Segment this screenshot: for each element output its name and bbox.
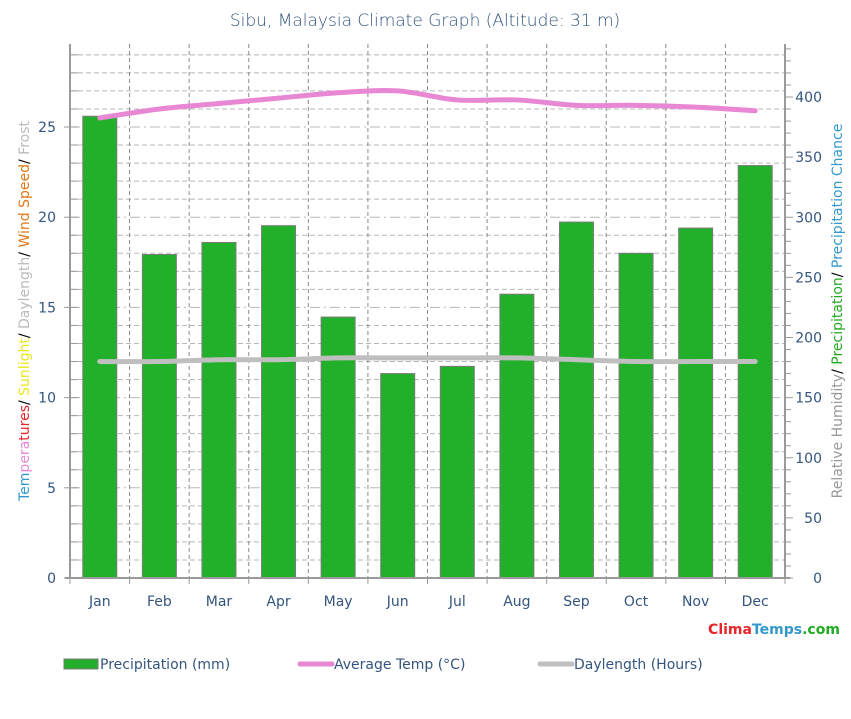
axes	[64, 44, 793, 584]
left-tick-label: 5	[47, 481, 56, 497]
precipitation-bar	[499, 293, 535, 579]
series-lines	[97, 88, 758, 365]
precipitation-bars	[82, 115, 773, 579]
left-tick-label: 25	[38, 120, 56, 136]
left-tick-label: 10	[38, 391, 56, 407]
legend-label: Daylength (Hours)	[574, 657, 703, 673]
left-tick-label: 20	[38, 210, 56, 226]
right-axis-title: Relative Humidity/ Precipitation/ Precip…	[830, 124, 846, 499]
daylength-line	[97, 355, 758, 365]
right-tick-label: 350	[795, 150, 822, 166]
right-tick-label: 300	[795, 210, 822, 226]
right-tick-label: 150	[795, 391, 822, 407]
x-axis-labels: Jan Feb Mar Apr May Jun Jul Aug Sep Oct Nov Dec	[88, 594, 769, 610]
precipitation-bar	[678, 227, 714, 579]
month-label: Nov	[682, 594, 709, 610]
month-label: Apr	[266, 594, 290, 610]
precipitation-bar	[618, 252, 654, 579]
month-label: Oct	[624, 594, 649, 610]
month-label: Sep	[563, 594, 590, 610]
right-tick-label: 0	[813, 571, 822, 587]
legend-item: Daylength (Hours)	[537, 657, 703, 673]
precipitation-bar	[201, 242, 237, 579]
chart-title: Sibu, Malaysia Climate Graph (Altitude: …	[230, 11, 620, 31]
left-tick-label: 15	[38, 300, 56, 316]
right-tick-label: 50	[804, 511, 822, 527]
left-axis-ticks: 0 5 10 15 20 25	[38, 120, 56, 587]
avg-temp-line	[97, 88, 758, 121]
precipitation-bar	[141, 254, 177, 579]
right-tick-label: 200	[795, 331, 822, 347]
right-axis-ticks: 0 50 100 150 200 250 300 350 400	[795, 90, 822, 587]
precipitation-bar	[439, 365, 475, 579]
legend: Precipitation (mm) Average Temp (°C) Dayle…	[63, 657, 703, 673]
month-label: May	[324, 594, 353, 610]
legend-swatch-bar	[63, 658, 99, 670]
grid-lines	[70, 44, 785, 578]
right-tick-label: 250	[795, 270, 822, 286]
precipitation-bar	[380, 373, 416, 579]
legend-label: Precipitation (mm)	[100, 657, 230, 673]
month-label: Jan	[88, 594, 111, 610]
precipitation-bar	[261, 225, 297, 579]
month-label: Dec	[742, 594, 769, 610]
precipitation-bar	[737, 165, 773, 579]
month-label: Jul	[448, 594, 466, 610]
legend-label: Average Temp (°C)	[334, 657, 465, 673]
legend-item: Average Temp (°C)	[297, 657, 465, 673]
month-label: Jun	[386, 594, 409, 610]
precipitation-bar	[82, 115, 118, 579]
month-label: Aug	[503, 594, 530, 610]
right-tick-label: 100	[795, 451, 822, 467]
left-tick-label: 0	[47, 571, 56, 587]
right-tick-label: 400	[795, 90, 822, 106]
left-axis-title: Temperatures/ Sunlight/ Daylength/ Wind …	[17, 120, 33, 502]
month-label: Mar	[206, 594, 233, 610]
climatemps-logo: ClimaTemps.com	[708, 622, 840, 638]
month-label: Feb	[147, 594, 172, 610]
precipitation-bar	[558, 221, 594, 579]
legend-item: Precipitation (mm)	[63, 657, 230, 673]
